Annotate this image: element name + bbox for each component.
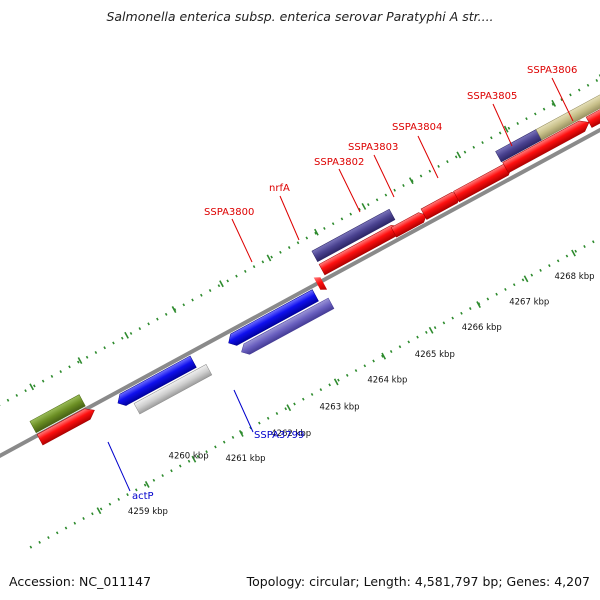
outer-major-tick [219,280,224,288]
outer-major-tick [124,331,129,339]
gene-label-nrfA[interactable]: nrfA [269,183,290,194]
inner-major-tick [476,301,481,309]
gene-label-actP[interactable]: actP [132,491,154,502]
scale-label-4264: 4264 kbp [367,376,407,386]
gene-label-SSPA3804[interactable]: SSPA3804 [392,122,442,133]
leader-nrfA [279,195,300,241]
scale-labels: 4259 kbp 4260 kbp 4261 kbp 4262 kbp 4263… [128,272,595,517]
accession-text: Accession: NC_011147 [9,574,152,589]
outer-major-tick [408,177,414,185]
gene-arrow-red[interactable] [36,405,97,446]
gene-arrow-olive[interactable] [29,394,86,434]
gene-label-SSPA3805[interactable]: SSPA3805 [467,91,517,102]
outer-major-tick [361,202,367,210]
inner-major-tick [428,326,434,334]
leader-SSPA3805 [492,103,513,147]
scale-label-4266: 4266 kbp [462,323,502,333]
outer-tick-track [0,0,600,426]
inner-major-tick [286,404,292,412]
inner-tick-track [29,116,600,549]
genome-backbone [0,32,600,467]
gene-arrow-actP[interactable] [133,364,213,415]
gene-arrow-red[interactable] [502,117,592,174]
leader-SSPA3804 [417,135,439,179]
outer-major-tick [503,125,509,133]
scale-label-4259: 4259 kbp [128,507,168,517]
outer-major-tick [77,357,83,365]
genome-summary-text: Topology: circular; Length: 4,581,797 bp… [246,574,590,589]
forward-strand-inner-lane [29,99,600,446]
gene-label-SSPA3803[interactable]: SSPA3803 [348,142,398,153]
gene-arrow-nrfA[interactable] [311,208,396,263]
gene-label-SSPA3800[interactable]: SSPA3800 [204,207,254,218]
gene-arrow-SSPA3799[interactable] [239,297,335,357]
gene-arrow-blue[interactable] [225,289,319,349]
leader-SSPA3803 [373,154,395,198]
gene-label-SSPA3806[interactable]: SSPA3806 [527,65,577,76]
leader-SSPA3806 [551,77,574,122]
gene-arrow-red[interactable] [390,210,429,238]
inner-major-tick [96,507,102,515]
gene-arrow-red[interactable] [313,275,328,293]
inner-major-tick [191,455,197,463]
gene-arrow-blue[interactable] [115,355,197,408]
gene-arrow-red[interactable] [585,99,600,128]
scale-label-4260: 4260 kbp [169,452,209,462]
scale-label-4267: 4267 kbp [509,297,549,307]
inner-major-tick [523,275,529,283]
leader-SSPA3799 [233,389,254,433]
scale-label-4263: 4263 kbp [319,403,359,413]
inner-major-tick [571,249,576,257]
inner-major-tick [381,352,387,360]
outer-major-tick [551,99,557,107]
reverse-strand-inner-lane [115,289,319,408]
outer-major-tick [171,306,177,313]
inner-major-tick [144,481,150,488]
leader-SSPA3802 [338,168,361,213]
scale-label-4261: 4261 kbp [225,454,265,464]
outer-major-tick [314,228,319,236]
scale-label-4268: 4268 kbp [554,272,594,282]
gene-label-SSPA3799[interactable]: SSPA3799 [254,430,304,441]
outer-major-tick [266,254,272,262]
gene-label-SSPA3802[interactable]: SSPA3802 [314,157,364,168]
outer-major-tick [456,151,462,159]
gene-labels: SSPA3800 nrfA SSPA3802 SSPA3803 SSPA3804… [132,65,577,502]
reverse-strand-outer-lane [133,297,335,415]
forward-strand-outer-lane [311,88,600,263]
inner-major-tick [238,429,244,437]
scale-label-4262: 4262 kbp [271,429,311,439]
leader-SSPA3800 [231,218,253,263]
outer-major-tick [29,383,35,391]
gene-arrow-SSPA3805[interactable] [535,88,600,141]
scale-label-4265: 4265 kbp [415,350,455,360]
gene-label-leaders [107,77,574,492]
inner-major-tick [333,378,339,386]
leader-actP [107,441,131,492]
genome-title: Salmonella enterica subsp. enterica sero… [106,9,494,24]
